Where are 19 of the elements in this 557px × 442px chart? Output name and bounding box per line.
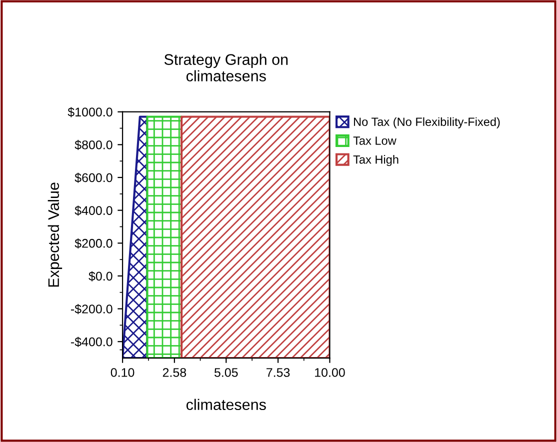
y-axis-title: Expected Value [48, 182, 62, 287]
legend-label: Tax Low [353, 136, 396, 145]
legend-label: No Tax (No Flexibility-Fixed) [354, 117, 500, 128]
y-tick-label: $600.0 [74, 172, 112, 183]
y-tick-label: -$200.0 [70, 304, 112, 314]
x-tick-label: 5.05 [214, 368, 238, 377]
x-tick-label: 0.10 [110, 368, 134, 377]
y-tick-label: $400.0 [74, 206, 112, 216]
y-tick-label: $800.0 [74, 140, 112, 150]
y-tick-label: $1000.0 [68, 107, 112, 118]
x-axis-title: climatesens [186, 398, 266, 410]
legend-label: Tax High [353, 155, 398, 166]
chart-title: Strategy Graph on climatesens [164, 54, 288, 82]
x-tick-label: 7.53 [266, 368, 290, 377]
y-tick-label: $0.0 [88, 271, 112, 282]
y-tick-label: -$400.0 [70, 336, 112, 348]
x-tick-label: 10.00 [315, 368, 345, 377]
y-tick-label: $200.0 [74, 238, 112, 249]
x-tick-label: 2.58 [162, 368, 186, 377]
